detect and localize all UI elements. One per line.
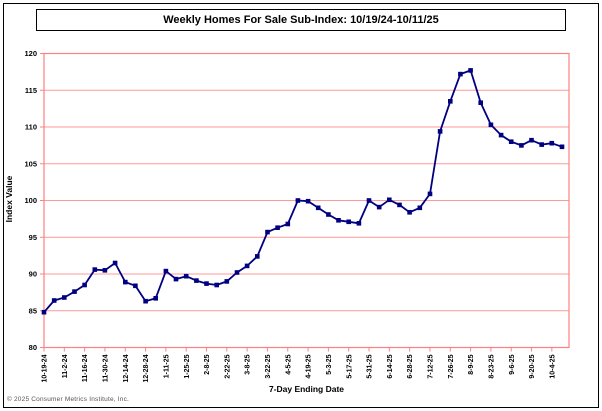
data-point-marker <box>183 273 189 279</box>
data-point-marker <box>498 132 504 138</box>
y-tick-label: 85 <box>29 306 37 315</box>
data-point-marker <box>488 122 494 128</box>
x-tick-label: 5-17-25 <box>346 354 353 378</box>
x-tick-label: 6-28-25 <box>407 354 414 378</box>
data-point-marker <box>82 282 87 288</box>
x-tick-label: 4-19-25 <box>306 354 313 378</box>
data-point-marker <box>539 142 544 147</box>
x-tick-label: 9-20-25 <box>529 354 536 378</box>
x-tick-label: 11-2-24 <box>62 354 69 378</box>
data-point-marker <box>387 197 392 203</box>
data-point-marker <box>72 289 77 294</box>
data-point-marker <box>285 221 291 227</box>
x-tick-label: 7-12-25 <box>428 354 435 378</box>
x-tick-label: 10-4-25 <box>549 354 556 378</box>
data-point-marker <box>102 268 108 273</box>
data-point-marker <box>194 278 199 283</box>
data-point-marker <box>143 298 148 304</box>
data-point-marker <box>326 212 331 217</box>
x-tick-label: 4-5-25 <box>285 354 292 374</box>
x-tick-label: 2-8-25 <box>204 354 211 374</box>
data-point-marker <box>417 205 423 211</box>
x-tick-label: 1-25-25 <box>184 354 191 378</box>
data-point-marker <box>478 100 483 105</box>
copyright-footer: © 2025 Consumer Metrics Institute, Inc. <box>7 396 130 403</box>
data-point-marker <box>305 198 311 204</box>
x-tick-label: 8-9-25 <box>468 354 475 374</box>
x-tick-label: 12-28-24 <box>143 354 150 382</box>
data-point-marker <box>163 268 169 274</box>
y-tick-label: 110 <box>25 123 37 132</box>
x-tick-label: 7-26-25 <box>448 354 455 378</box>
y-tick-label: 100 <box>24 196 37 205</box>
chart-title: Weekly Homes For Sale Sub-Index: 10/19/2… <box>163 14 439 26</box>
data-point-marker <box>295 198 301 203</box>
data-point-marker <box>529 137 534 143</box>
data-point-marker <box>275 225 280 230</box>
x-tick-label: 12-14-24 <box>123 354 130 382</box>
y-tick-label: 120 <box>24 49 37 58</box>
x-tick-label: 11-16-24 <box>82 354 89 382</box>
x-tick-label: 6-14-25 <box>387 354 394 378</box>
data-point-marker <box>173 276 179 282</box>
data-point-marker <box>234 270 240 275</box>
data-point-marker <box>244 263 250 269</box>
data-point-marker <box>265 229 270 235</box>
x-tick-label: 9-6-25 <box>509 354 516 374</box>
x-tick-label: 1-11-25 <box>163 354 170 378</box>
y-tick-label: 90 <box>29 270 37 279</box>
x-tick-label: 3-8-25 <box>245 354 252 374</box>
x-tick-label: 5-31-25 <box>367 354 374 378</box>
x-tick-label: 2-22-25 <box>224 354 231 378</box>
data-point-marker <box>448 99 453 104</box>
data-point-marker <box>51 298 57 303</box>
data-point-marker <box>549 140 555 146</box>
y-tick-label: 105 <box>24 159 37 168</box>
data-point-marker <box>427 191 433 197</box>
data-point-marker <box>112 260 118 266</box>
data-point-marker <box>407 210 412 215</box>
data-point-marker <box>133 283 138 289</box>
x-axis-title: 7-Day Ending Date <box>268 384 345 394</box>
x-tick-label: 10-19-24 <box>42 354 49 382</box>
data-point-marker <box>62 295 67 300</box>
x-tick-label: 11-30-24 <box>103 354 110 382</box>
x-tick-label: 8-23-25 <box>489 354 496 378</box>
data-point-marker <box>356 221 362 226</box>
data-point-marker <box>214 282 219 288</box>
data-point-marker <box>315 205 321 211</box>
data-point-marker <box>153 296 158 301</box>
data-point-marker <box>204 281 209 286</box>
y-tick-label: 80 <box>29 343 37 352</box>
chart-title-box: Weekly Homes For Sale Sub-Index: 10/19/2… <box>36 9 566 31</box>
x-tick-label: 5-3-25 <box>326 354 333 374</box>
y-tick-label: 115 <box>25 86 37 95</box>
data-point-marker <box>255 254 260 259</box>
data-point-marker <box>397 202 402 208</box>
plot-border <box>43 52 570 349</box>
data-point-marker <box>92 267 98 272</box>
data-point-marker <box>346 219 351 225</box>
data-point-marker <box>41 309 47 315</box>
data-point-marker <box>366 198 372 203</box>
y-tick-label: 95 <box>29 233 37 242</box>
data-point-marker <box>508 139 514 144</box>
data-point-marker <box>559 144 565 150</box>
data-point-marker <box>458 71 463 77</box>
data-point-marker <box>468 68 473 73</box>
data-point-marker <box>437 129 443 134</box>
x-tick-label: 3-22-25 <box>265 354 272 378</box>
data-point-marker <box>519 143 524 148</box>
data-point-marker <box>224 279 230 284</box>
y-axis-title: Index Value <box>4 175 14 223</box>
data-point-marker <box>123 279 128 285</box>
data-point-marker <box>376 204 382 210</box>
data-line <box>43 69 563 313</box>
data-point-marker <box>336 218 341 223</box>
